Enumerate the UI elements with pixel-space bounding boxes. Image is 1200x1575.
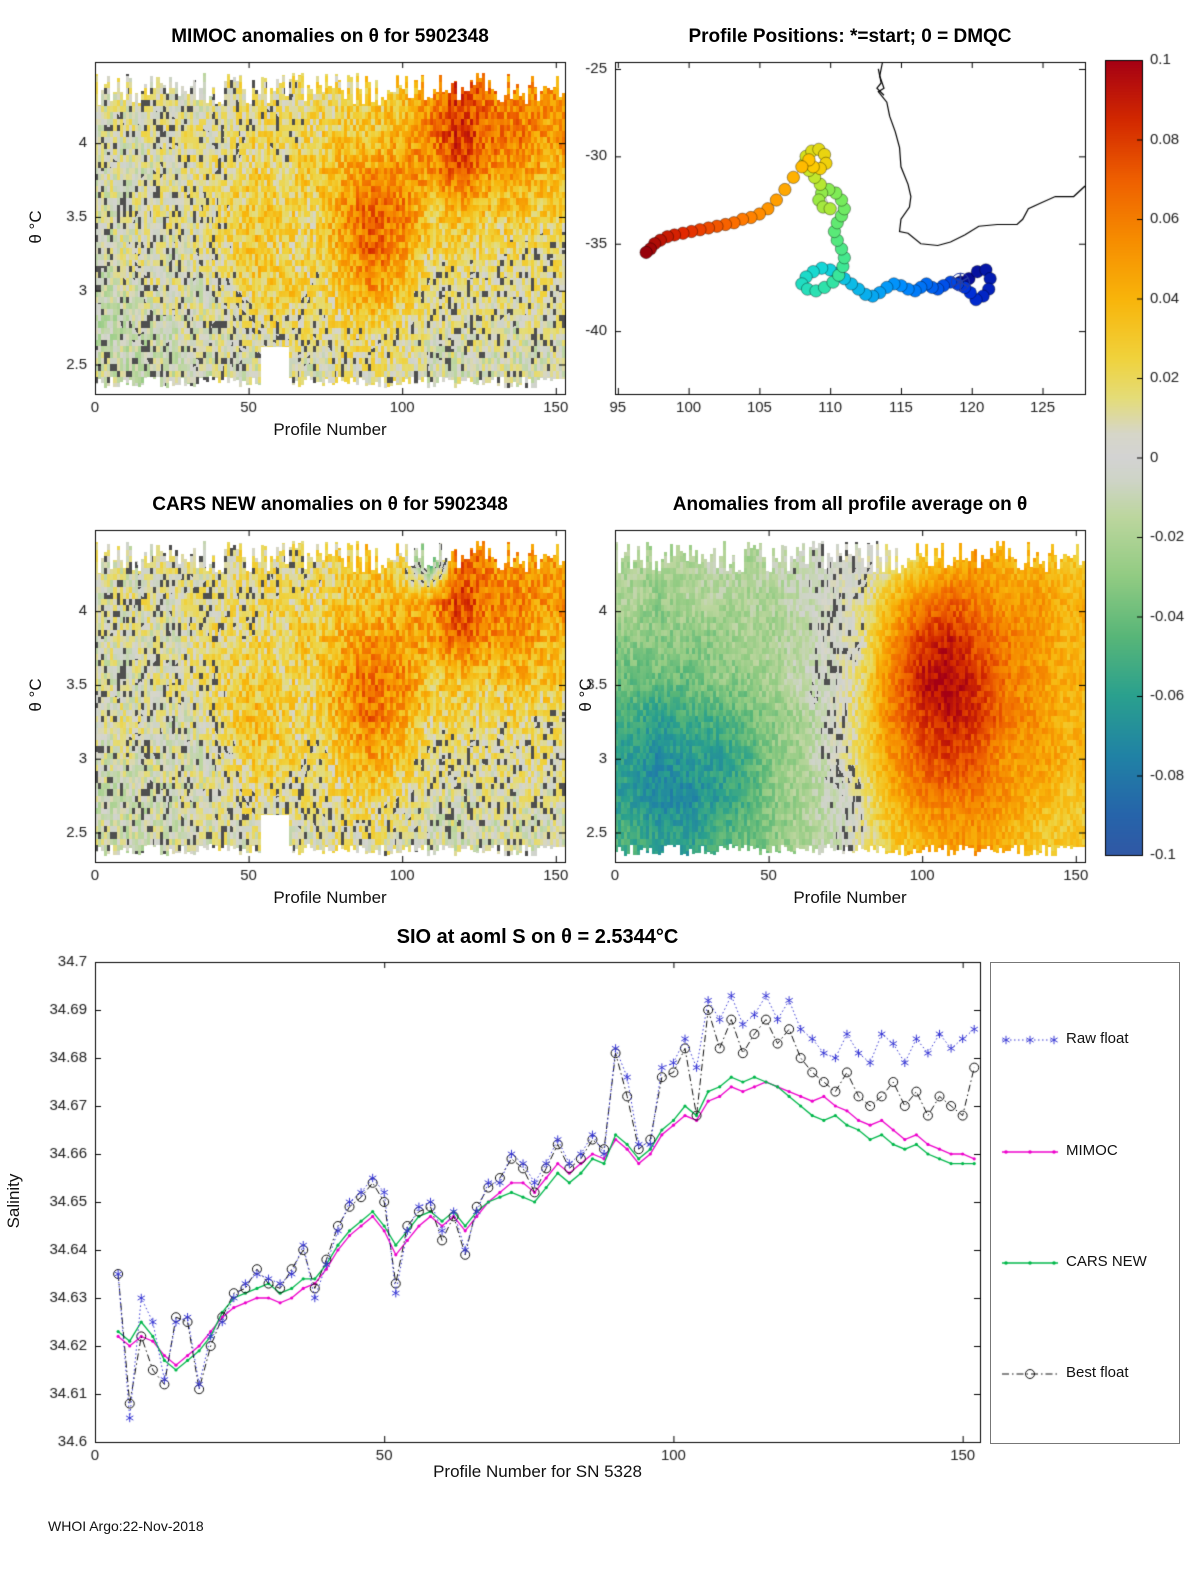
map-title: Profile Positions: *=start; 0 = DMQC (688, 26, 1012, 47)
legend-label-cars-new: CARS NEW (1066, 1253, 1147, 1270)
legend-label-raw-float: Raw float (1066, 1030, 1129, 1047)
legend-label-best-float: Best float (1066, 1364, 1129, 1381)
panel1-title: MIMOC anomalies on θ for 5902348 (171, 26, 489, 47)
panel4-xlabel: Profile Number (793, 888, 907, 907)
panel4-ylabel: θ °C (576, 678, 595, 712)
legend-label-mimoc: MIMOC (1066, 1142, 1118, 1159)
legend-box (990, 962, 1180, 1444)
salinity-xlabel: Profile Number for SN 5328 (433, 1462, 642, 1481)
panel1-xlabel: Profile Number (273, 420, 387, 439)
salinity-title: SIO at aoml S on θ = 2.5344°C (396, 926, 679, 948)
panel3-title: CARS NEW anomalies on θ for 5902348 (152, 494, 508, 515)
salinity-ylabel: Salinity (4, 1173, 23, 1229)
panel3-xlabel: Profile Number (273, 888, 387, 907)
panel4-title: Anomalies from all profile average on θ (672, 494, 1028, 515)
footer-text: WHOI Argo:22-Nov-2018 (48, 1518, 204, 1534)
panel3-ylabel: θ °C (26, 678, 45, 712)
panel1-ylabel: θ °C (26, 210, 45, 244)
